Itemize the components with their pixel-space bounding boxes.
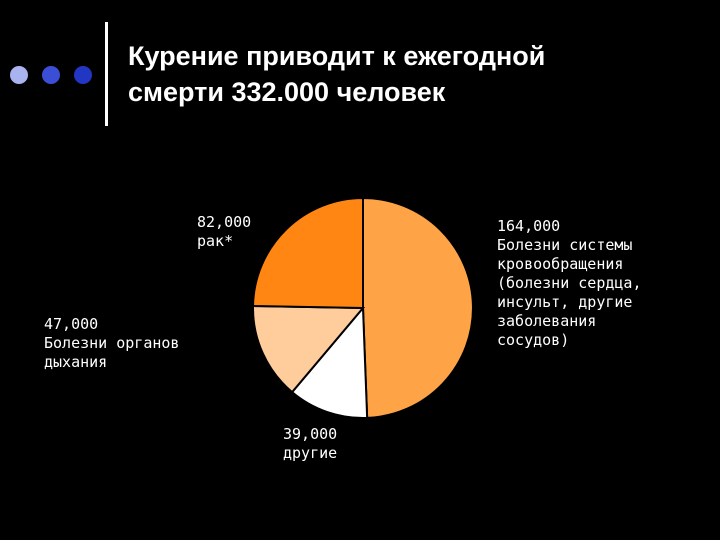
slice-text-respiratory-line-2: дыхания [44, 353, 108, 371]
slice-text-other: другие [283, 444, 338, 462]
slice-text-circulatory-line-5: заболевания [497, 312, 597, 330]
bullet-dot-dark [74, 66, 92, 84]
slice-text-cancer: рак* [197, 232, 234, 250]
slice-value-respiratory: 47,000 [44, 315, 99, 333]
slice-text-circulatory-line-2: кровообращения [497, 255, 624, 273]
slide-title-line-2: смерти 332.000 человек [128, 77, 446, 107]
slice-label-other: 39,000 другие [283, 425, 337, 463]
slice-label-circulatory: 164,000 Болезни системы кровообращения (… [497, 217, 642, 350]
slice-label-respiratory: 47,000 Болезни органов дыхания [44, 315, 179, 372]
slice-text-circulatory-line-1: Болезни системы [497, 236, 633, 254]
slice-text-circulatory-line-4: инсульт, другие [497, 293, 633, 311]
slide-bullet-dots [10, 64, 100, 86]
slice-value-other: 39,000 [283, 425, 338, 443]
slice-text-circulatory-line-6: сосудов) [497, 331, 570, 349]
pie-slice-respiratory [252, 304, 366, 394]
slice-text-respiratory-line-1: Болезни органов [44, 334, 180, 352]
pie-slice-cancer [252, 196, 364, 310]
title-divider [105, 22, 108, 126]
slice-text-circulatory-line-3: (болезни сердца, [497, 274, 642, 292]
slice-value-circulatory: 164,000 [497, 217, 561, 235]
slice-label-cancer: 82,000 рак* [197, 213, 251, 251]
pie-slice-circulatory [362, 196, 474, 419]
slice-value-cancer: 82,000 [197, 213, 252, 231]
bullet-dot-medium [42, 66, 60, 84]
slide-title-line-1: Курение приводит к ежегодной [128, 41, 546, 71]
slide-title: Курение приводит к ежегодной смерти 332.… [128, 38, 688, 110]
pie-slice-other [290, 305, 369, 419]
bullet-dot-light [10, 66, 28, 84]
